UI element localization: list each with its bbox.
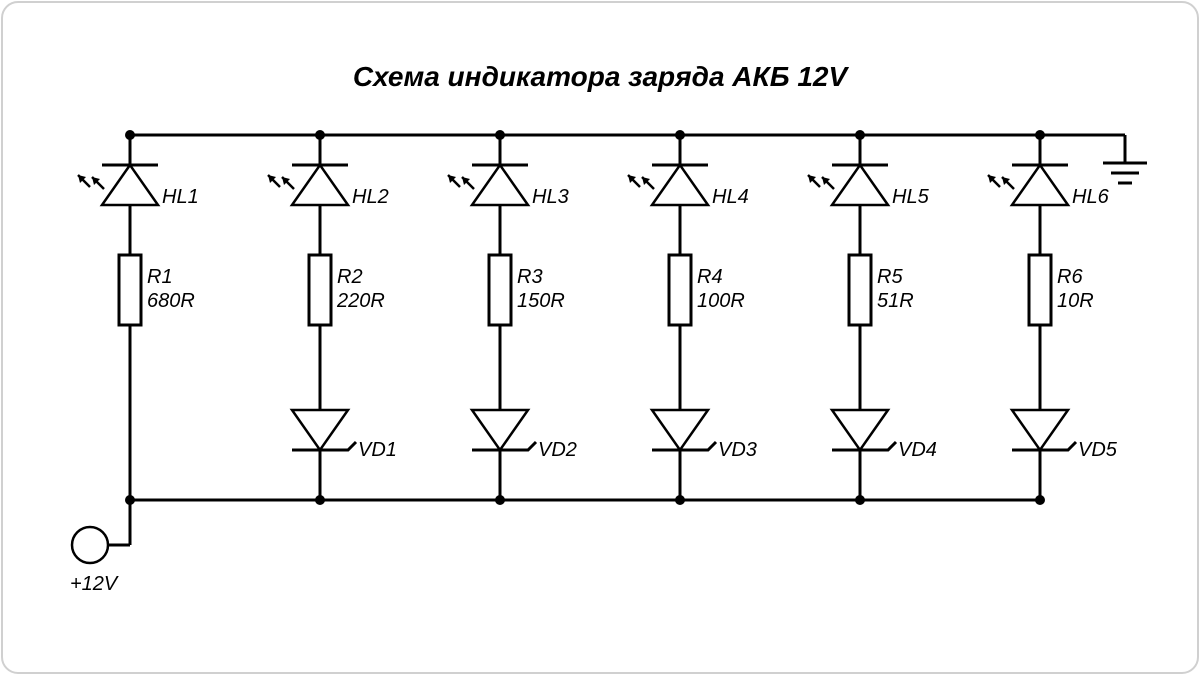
resistor xyxy=(119,255,141,325)
resistor-value: 680R xyxy=(147,290,195,312)
resistor-value: 220R xyxy=(336,290,385,312)
resistor-name: R1 xyxy=(147,266,173,288)
led-label: HL3 xyxy=(532,186,569,208)
resistor-value: 150R xyxy=(517,290,565,312)
resistor-name: R4 xyxy=(697,266,723,288)
resistor-value: 10R xyxy=(1057,290,1094,312)
led-label: HL6 xyxy=(1072,186,1110,208)
led-label: HL1 xyxy=(162,186,199,208)
resistor xyxy=(669,255,691,325)
zener-label: VD5 xyxy=(1078,439,1118,461)
circuit-body: +12V HL1 R1680R HL2 R2220R VD1 HL3 R3150R VD2 HL4… xyxy=(70,130,1147,595)
resistor-value: 51R xyxy=(877,290,914,312)
resistor xyxy=(849,255,871,325)
resistor-name: R5 xyxy=(877,266,903,288)
led-label: HL5 xyxy=(892,186,930,208)
resistor-name: R6 xyxy=(1057,266,1083,288)
zener-label: VD2 xyxy=(538,439,577,461)
led-label: HL4 xyxy=(712,186,749,208)
supply-terminal xyxy=(72,527,108,563)
led-label: HL2 xyxy=(352,186,389,208)
resistor-value: 100R xyxy=(697,290,745,312)
resistor xyxy=(489,255,511,325)
resistor-name: R2 xyxy=(337,266,363,288)
supply-label: +12V xyxy=(70,573,119,595)
schematic-title: Схема индикатора заряда АКБ 12V xyxy=(353,61,850,92)
resistor xyxy=(309,255,331,325)
battery-indicator-schematic: Схема индикатора заряда АКБ 12V +12V HL1 R… xyxy=(0,0,1200,675)
resistor xyxy=(1029,255,1051,325)
zener-label: VD3 xyxy=(718,439,757,461)
zener-label: VD4 xyxy=(898,439,937,461)
resistor-name: R3 xyxy=(517,266,543,288)
zener-label: VD1 xyxy=(358,439,397,461)
